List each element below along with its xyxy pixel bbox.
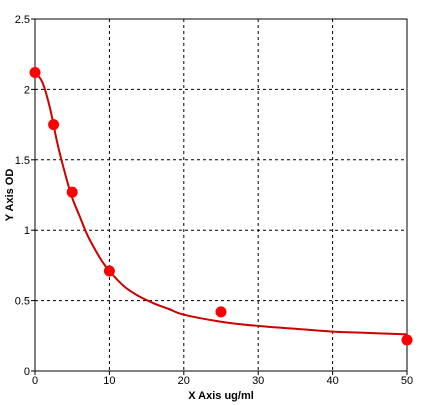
y-tick-label: 1	[24, 225, 30, 237]
x-tick-label: 0	[32, 375, 38, 387]
x-tick-label: 50	[401, 375, 413, 387]
data-point	[401, 334, 413, 346]
y-tick-label: 0.5	[15, 296, 30, 308]
y-axis-title: Y Axis OD	[4, 169, 16, 222]
y-tick-label: 2.5	[15, 14, 30, 26]
plot-area	[34, 18, 408, 372]
y-tick-labels: 0 0.5 1 1.5 2 2.5	[15, 14, 30, 378]
x-tick-label: 20	[178, 375, 190, 387]
grid-lines	[35, 19, 407, 371]
x-tick-label: 40	[326, 375, 338, 387]
data-point	[66, 186, 78, 198]
data-point	[48, 119, 60, 131]
data-point	[29, 67, 41, 79]
tick-marks	[31, 18, 408, 375]
y-tick-label: 2	[24, 84, 30, 96]
data-points	[29, 67, 413, 346]
y-tick-label: 1.5	[15, 155, 30, 167]
x-axis-title: X Axis ug/ml	[188, 390, 254, 402]
data-point	[215, 306, 227, 318]
x-tick-label: 30	[252, 375, 264, 387]
data-point	[103, 265, 115, 277]
x-tick-labels: 0 10 20 30 40 50	[32, 375, 413, 387]
y-tick-label: 0	[24, 366, 30, 378]
fit-curve	[34, 71, 408, 336]
x-tick-label: 10	[103, 375, 115, 387]
